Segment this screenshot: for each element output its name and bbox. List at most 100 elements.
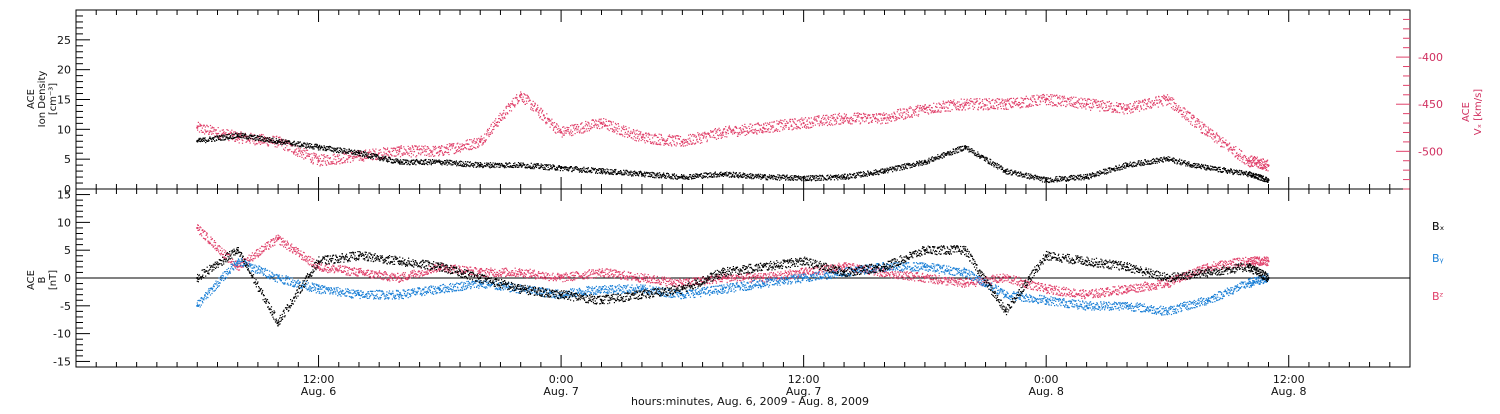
- vx-series-dot: [898, 109, 899, 110]
- vx-series-dot: [517, 99, 518, 100]
- density-series-dot: [670, 178, 671, 179]
- density-series-dot: [363, 152, 364, 153]
- density-series-dot: [712, 177, 713, 178]
- vx-series-dot: [1230, 147, 1231, 148]
- density-series-dot: [386, 158, 387, 159]
- vx-series-dot: [1132, 108, 1133, 109]
- vx-series-dot: [409, 155, 410, 156]
- vx-series-dot: [1062, 101, 1063, 102]
- vx-series-dot: [459, 147, 460, 148]
- vx-series-dot: [827, 121, 828, 122]
- vx-series-dot: [857, 112, 858, 113]
- vx-series-dot: [1203, 125, 1204, 126]
- density-series-dot: [447, 165, 448, 166]
- vx-series-dot: [809, 127, 810, 128]
- density-series-dot: [400, 164, 401, 165]
- vx-series-dot: [755, 124, 756, 125]
- vx-series-dot: [1122, 112, 1123, 113]
- density-series-dot: [668, 173, 669, 174]
- vx-series-dot: [612, 131, 613, 132]
- density-series-dot: [509, 163, 510, 164]
- vx-series-dot: [921, 107, 922, 108]
- vx-series-dot: [637, 138, 638, 139]
- vx-series-dot: [875, 121, 876, 122]
- vx-series-dot: [507, 113, 508, 114]
- density-series-dot: [760, 179, 761, 180]
- vx-series-dot: [213, 131, 214, 132]
- vx-series-dot: [724, 136, 725, 137]
- density-series-dot: [271, 140, 272, 141]
- vx-series-dot: [1065, 101, 1066, 102]
- vx-series-dot: [491, 124, 492, 125]
- vx-series-dot: [618, 126, 619, 127]
- density-series-dot: [264, 141, 265, 142]
- density-series-dot: [651, 175, 652, 176]
- vx-series-dot: [1138, 105, 1139, 106]
- density-series-dot: [455, 164, 456, 165]
- vx-series-dot: [877, 120, 878, 121]
- vx-series-dot: [498, 125, 499, 126]
- vx-series-dot: [487, 132, 488, 133]
- vx-series-dot: [935, 110, 936, 111]
- vx-series-dot: [1217, 142, 1218, 143]
- density-series-dot: [407, 164, 408, 165]
- vx-series-dot: [346, 154, 347, 155]
- vx-series-dot: [687, 145, 688, 146]
- vx-series-dot: [516, 94, 517, 95]
- vx-series-dot: [802, 127, 803, 128]
- vx-series-dot: [204, 133, 205, 134]
- vx-series-dot: [1046, 98, 1047, 99]
- vx-series-dot: [888, 118, 889, 119]
- vx-series-dot: [913, 109, 914, 110]
- density-series-dot: [463, 163, 464, 164]
- density-series-dot: [263, 139, 264, 140]
- vx-series-dot: [889, 120, 890, 121]
- vx-series-dot: [572, 131, 573, 132]
- vx-series-dot: [777, 123, 778, 124]
- vx-series-dot: [706, 136, 707, 137]
- vx-series-dot: [790, 119, 791, 120]
- vx-series-dot: [909, 117, 910, 118]
- density-series-dot: [683, 178, 684, 179]
- vx-series-dot: [694, 135, 695, 136]
- vx-series-dot: [615, 129, 616, 130]
- vx-series-dot: [1155, 104, 1156, 105]
- density-series-dot: [694, 178, 695, 179]
- vx-series-dot: [481, 136, 482, 137]
- vx-series-dot: [1028, 107, 1029, 108]
- top-ytick-label: 20: [57, 64, 71, 77]
- vx-series-dot: [1148, 101, 1149, 102]
- vx-series-dot: [588, 122, 589, 123]
- density-series-dot: [385, 156, 386, 157]
- vx-series-dot: [1045, 101, 1046, 102]
- vx-series-dot: [589, 130, 590, 131]
- vx-series-dot: [639, 139, 640, 140]
- density-series-dot: [606, 173, 607, 174]
- vx-series-dot: [267, 143, 268, 144]
- vx-series-dot: [675, 137, 676, 138]
- vx-series-dot: [429, 156, 430, 157]
- vx-series-dot: [403, 154, 404, 155]
- vx-series-dot: [466, 140, 467, 141]
- vx-series-dot: [628, 131, 629, 132]
- vx-series-dot: [996, 105, 997, 106]
- density-series-dot: [456, 165, 457, 166]
- density-series-dot: [227, 137, 228, 138]
- vx-series-dot: [897, 111, 898, 112]
- vx-series-dot: [337, 154, 338, 155]
- vx-series-dot: [1169, 98, 1170, 99]
- vx-series-dot: [719, 134, 720, 135]
- density-series-dot: [454, 161, 455, 162]
- vx-series-dot: [820, 121, 821, 122]
- vx-series-dot: [1109, 101, 1110, 102]
- density-series-dot: [726, 174, 727, 175]
- vx-series-dot: [294, 151, 295, 152]
- vx-series-dot: [1184, 107, 1185, 108]
- density-series-dot: [307, 143, 308, 144]
- density-series-dot: [308, 146, 309, 147]
- vx-series-dot: [1022, 98, 1023, 99]
- density-series-dot: [379, 158, 380, 159]
- vx-series-dot: [332, 163, 333, 164]
- density-series-dot: [229, 138, 230, 139]
